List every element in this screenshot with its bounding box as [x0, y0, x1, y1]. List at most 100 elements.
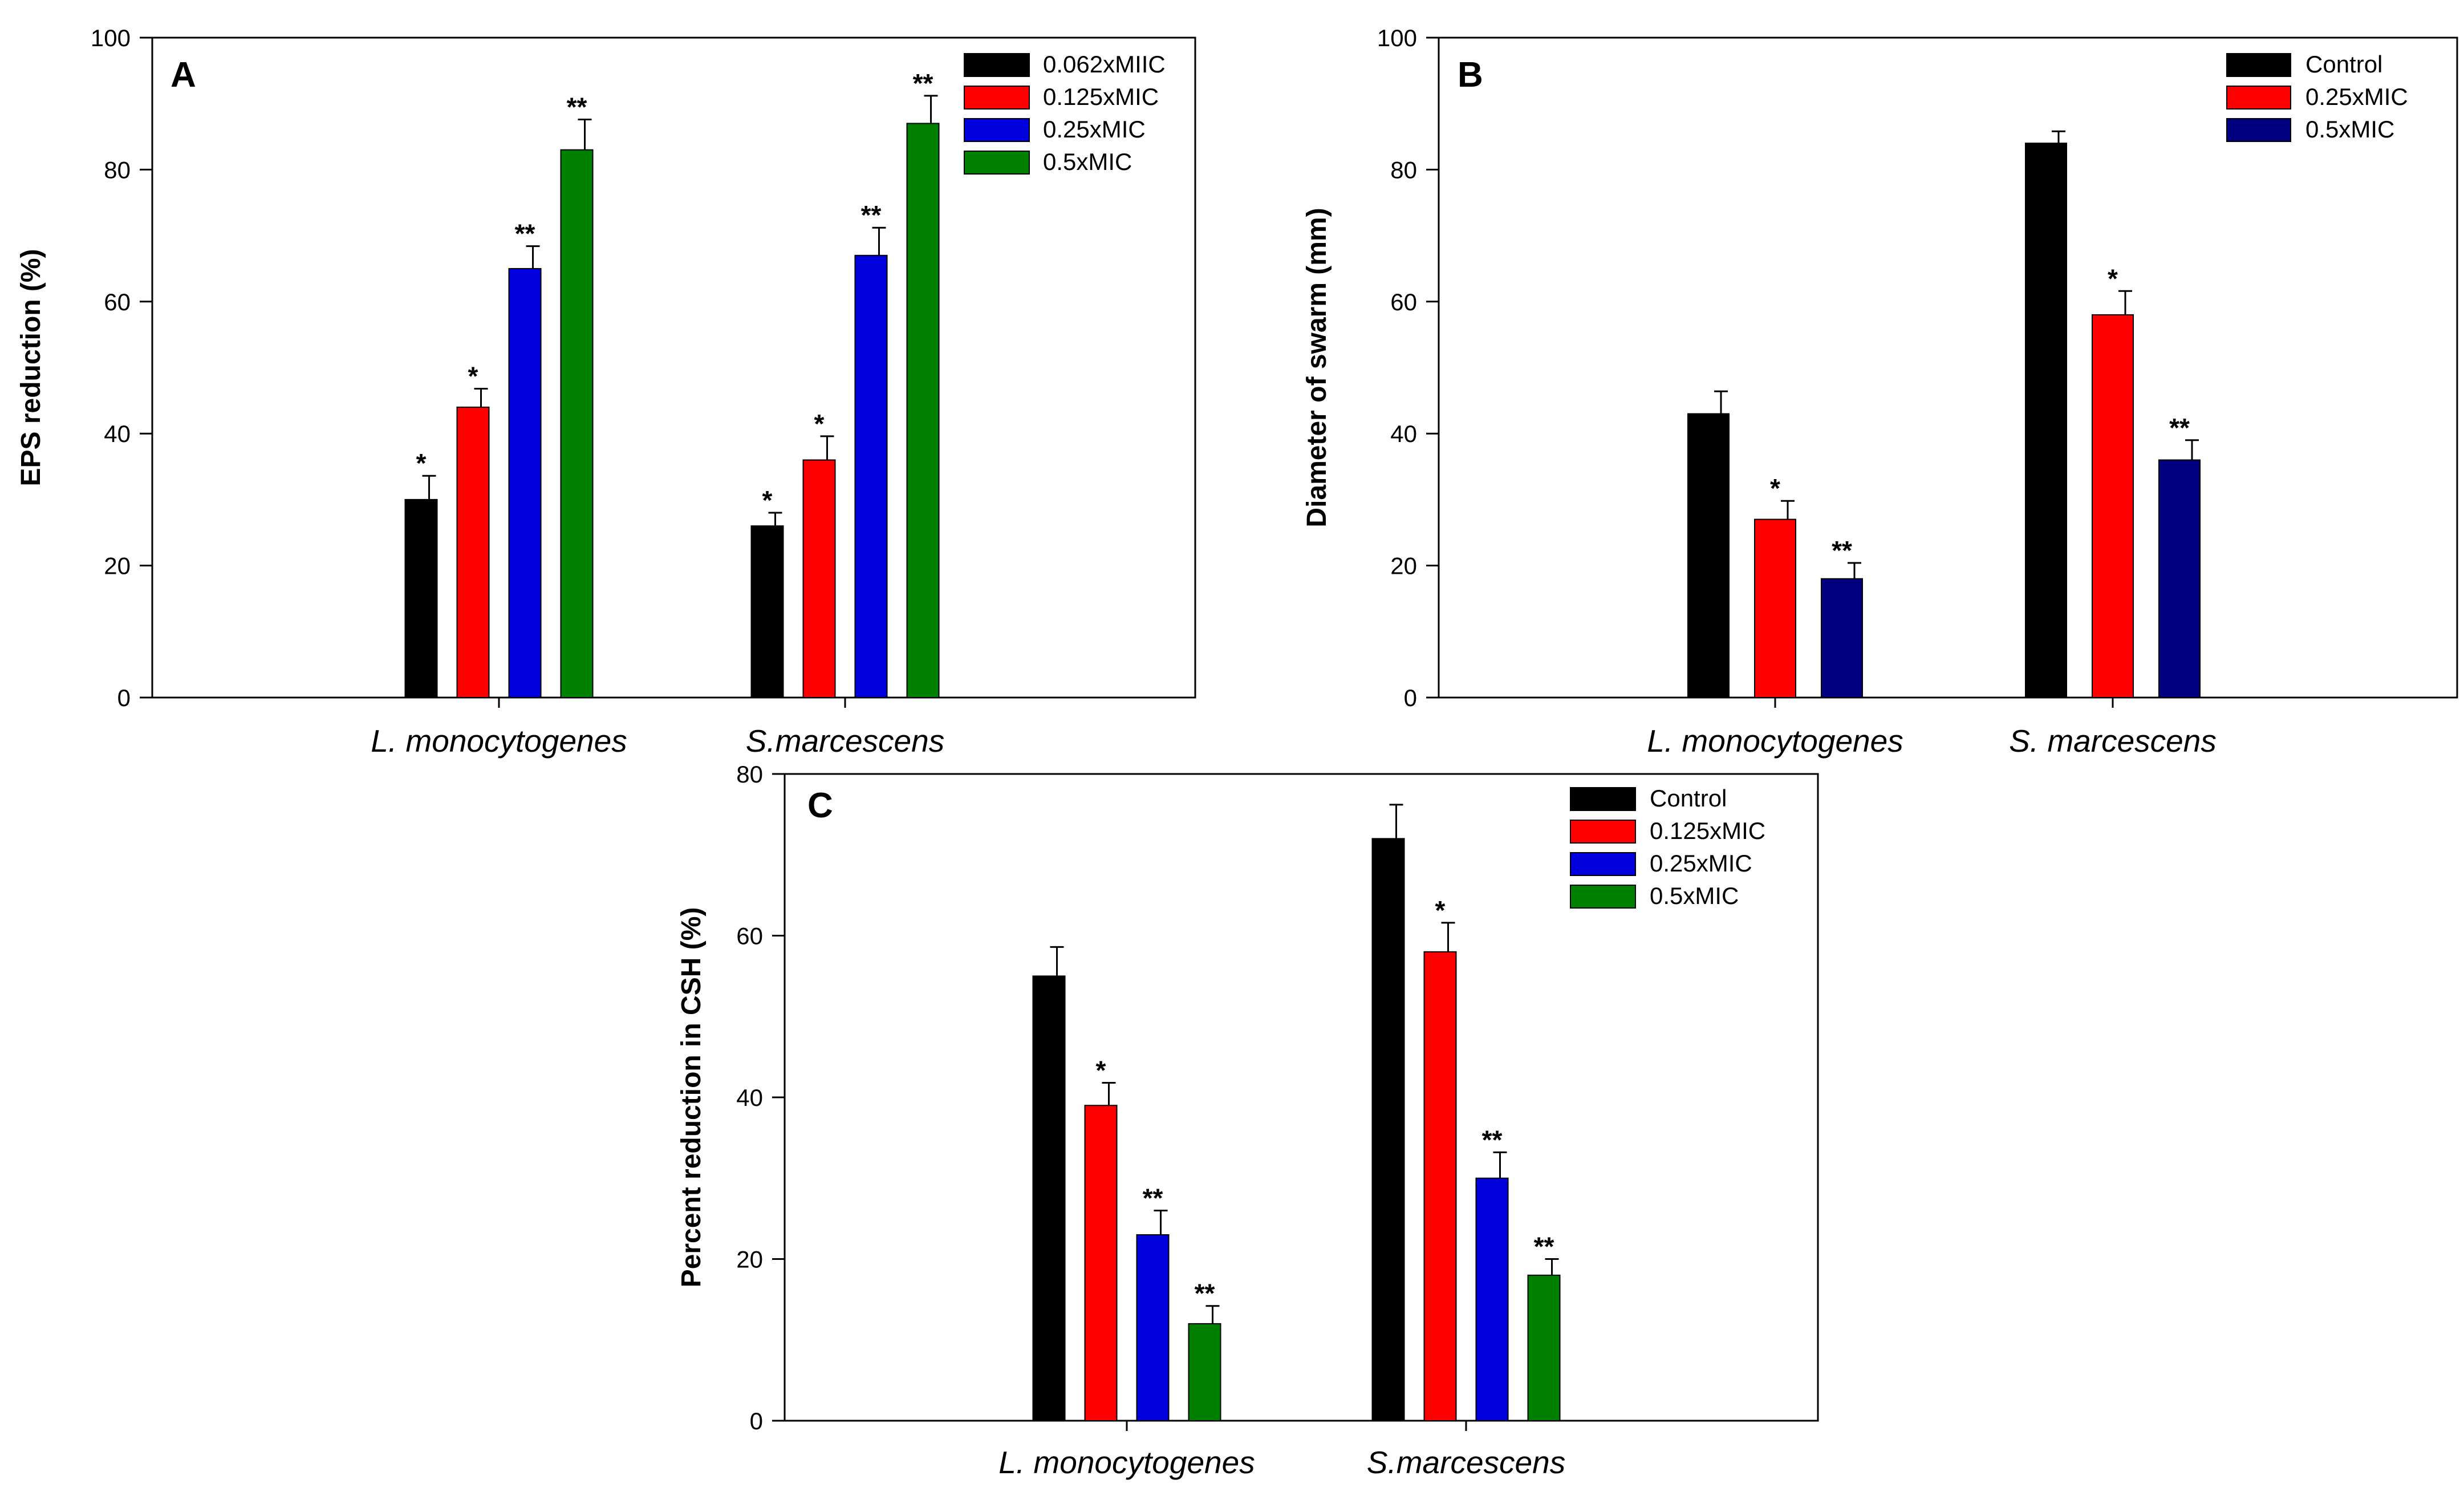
x-category-label: S.marcescens — [746, 723, 944, 759]
y-tick-label: 100 — [91, 25, 131, 51]
bar — [508, 267, 542, 698]
panel-letter: B — [1458, 55, 1483, 95]
bar — [2092, 314, 2134, 698]
y-axis-title: EPS reduction (%) — [16, 249, 46, 486]
y-tick-label: 20 — [104, 553, 131, 579]
significance-mark: * — [1770, 473, 1780, 503]
legend-swatch — [2226, 86, 2291, 110]
significance-mark: * — [1096, 1055, 1106, 1085]
bar — [750, 525, 784, 698]
y-tick-label: 20 — [1390, 553, 1417, 579]
significance-mark: ** — [1832, 536, 1852, 565]
bar — [1527, 1274, 1561, 1422]
y-tick-label: 80 — [736, 761, 763, 788]
plot-frame — [151, 37, 1196, 699]
y-axis-title: Diameter of swarm (mm) — [1302, 208, 1332, 527]
x-category-label: L. monocytogenes — [998, 1445, 1255, 1480]
legend-label: 0.5xMIC — [1043, 148, 1132, 175]
y-tick-label: 80 — [104, 156, 131, 183]
legend-swatch — [1570, 787, 1636, 811]
y-tick-label: 0 — [117, 684, 131, 711]
y-axis-title: Percent reduction in CSH (%) — [676, 907, 707, 1288]
significance-mark: ** — [567, 92, 587, 121]
bar — [1687, 413, 1730, 698]
legend: 0.062xMIIC 0.125xMIC 0.25xMIC 0.5xMIC — [964, 51, 1166, 175]
legend-label: Control — [2305, 51, 2382, 78]
legend: Control 0.25xMIC 0.5xMIC — [2226, 51, 2408, 143]
legend-swatch — [964, 86, 1030, 110]
y-tick-label: 40 — [104, 420, 131, 447]
legend-label: 0.25xMIC — [1043, 116, 1146, 143]
bar — [2025, 143, 2067, 698]
significance-mark: * — [814, 409, 825, 439]
legend-label: 0.25xMIC — [2305, 83, 2408, 110]
significance-mark: ** — [2169, 413, 2190, 443]
significance-mark: * — [1435, 895, 1446, 925]
x-category-label: S. marcescens — [2009, 723, 2217, 759]
y-tick-label: 20 — [736, 1246, 763, 1273]
y-tick-label: 80 — [1390, 156, 1417, 183]
bar — [1032, 975, 1066, 1421]
legend-label: 0.125xMIC — [1650, 817, 1765, 844]
significance-mark: ** — [1482, 1125, 1503, 1154]
panel-letter: C — [807, 786, 833, 825]
legend-swatch — [2226, 118, 2291, 142]
y-tick-label: 0 — [750, 1408, 763, 1434]
bar — [1136, 1234, 1170, 1422]
legend-swatch — [964, 53, 1030, 77]
legend: Control 0.125xMIC 0.25xMIC 0.5xMIC — [1570, 785, 1765, 909]
legend-swatch — [1570, 885, 1636, 909]
bar — [1821, 578, 1863, 698]
y-tick-label: 0 — [1404, 684, 1417, 711]
significance-mark: * — [762, 485, 773, 515]
legend-swatch — [964, 118, 1030, 142]
bar — [1475, 1177, 1509, 1421]
significance-mark: * — [468, 362, 478, 391]
bar — [1371, 838, 1405, 1421]
legend-label: 0.5xMIC — [2305, 116, 2394, 143]
bar — [560, 149, 594, 698]
significance-mark: * — [2108, 263, 2118, 293]
significance-mark: ** — [861, 200, 882, 230]
x-category-label: L. monocytogenes — [1647, 723, 1903, 759]
bar — [1084, 1105, 1118, 1422]
significance-mark: * — [416, 448, 427, 478]
significance-mark: ** — [1195, 1279, 1215, 1308]
significance-mark: ** — [1143, 1183, 1163, 1213]
y-tick-label: 100 — [1377, 25, 1417, 51]
y-tick-label: 60 — [1390, 289, 1417, 315]
y-tick-label: 40 — [736, 1084, 763, 1111]
bar — [2158, 459, 2201, 698]
legend-label: 0.125xMIC — [1043, 83, 1159, 110]
bar — [906, 123, 940, 699]
bar — [1423, 951, 1457, 1421]
y-tick-label: 60 — [736, 923, 763, 950]
significance-mark: ** — [913, 68, 933, 98]
legend-swatch — [1570, 852, 1636, 876]
legend-label: Control — [1650, 785, 1727, 812]
y-tick-label: 60 — [104, 289, 131, 315]
legend-label: 0.25xMIC — [1650, 850, 1752, 877]
bar — [802, 459, 836, 698]
legend-label: 0.062xMIIC — [1043, 51, 1166, 78]
bar — [1188, 1323, 1221, 1421]
significance-mark: ** — [1534, 1232, 1554, 1262]
significance-mark: ** — [515, 219, 535, 249]
legend-swatch — [1570, 820, 1636, 844]
x-category-label: S.marcescens — [1367, 1445, 1565, 1480]
bar — [404, 498, 438, 699]
y-tick-label: 40 — [1390, 420, 1417, 447]
panel-letter: A — [171, 55, 196, 95]
bar — [456, 406, 490, 698]
legend-swatch — [2226, 53, 2291, 77]
bar — [854, 254, 888, 698]
legend-label: 0.5xMIC — [1650, 882, 1739, 909]
x-category-label: L. monocytogenes — [371, 723, 627, 759]
bar — [1754, 518, 1796, 698]
plot-frame — [1438, 37, 2458, 699]
legend-swatch — [964, 151, 1030, 175]
